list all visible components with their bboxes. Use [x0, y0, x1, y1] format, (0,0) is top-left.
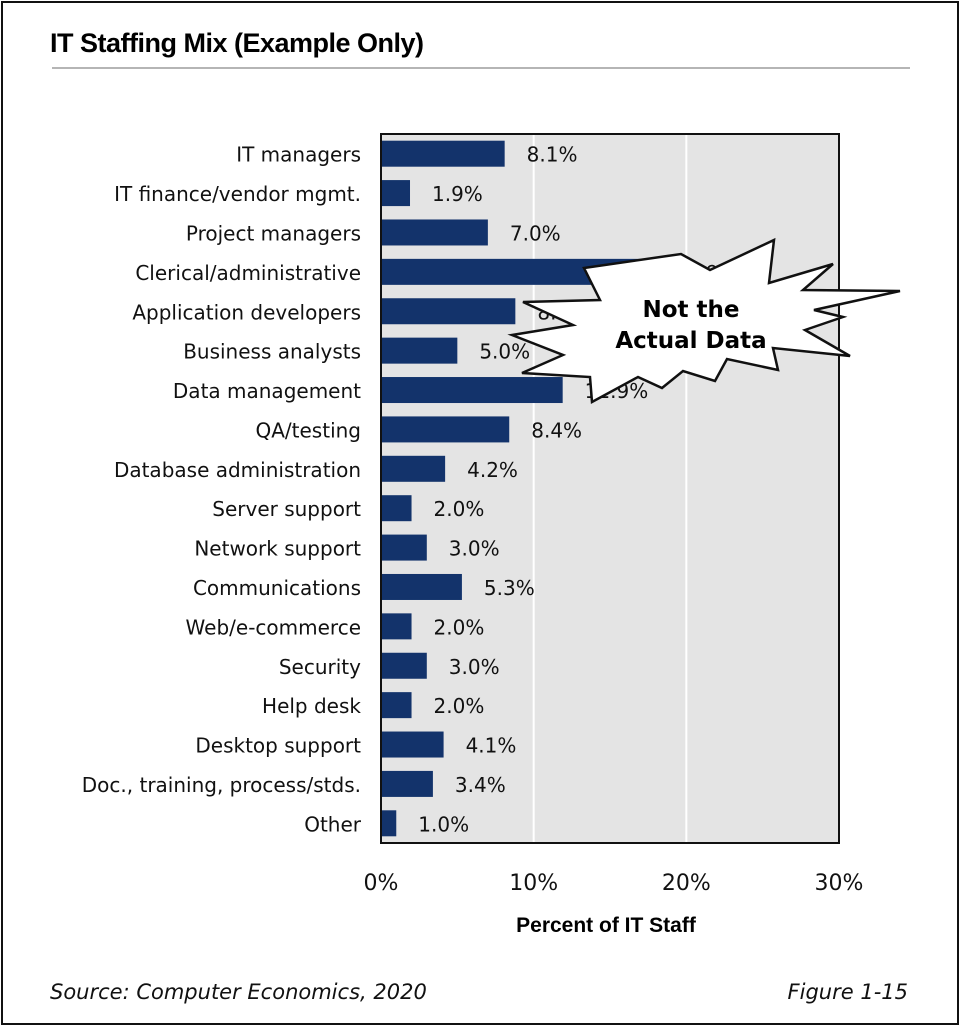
starburst-shape: [507, 237, 901, 405]
annotation-text: Actual Data: [615, 328, 766, 354]
bar: [381, 140, 505, 167]
category-label: IT managers: [236, 143, 361, 167]
category-label: Business analysts: [183, 340, 361, 364]
annotation-text: Not the: [642, 297, 739, 323]
data-label: 2.0%: [434, 615, 485, 639]
category-label: Server support: [212, 497, 361, 521]
data-label: 2.0%: [434, 694, 485, 718]
bar: [381, 731, 444, 758]
category-label: Communications: [193, 576, 361, 600]
bar: [381, 219, 488, 246]
figure-number: Figure 1-15: [787, 980, 908, 1004]
bar: [381, 770, 433, 797]
bar: [381, 298, 516, 325]
data-label: 4.2%: [467, 458, 518, 482]
category-label: Network support: [194, 537, 361, 561]
bar: [381, 810, 397, 837]
category-label: QA/testing: [256, 418, 362, 442]
bar: [381, 613, 412, 640]
x-tick-label: 10%: [509, 871, 558, 896]
category-label: Database administration: [114, 458, 361, 482]
source-note: Source: Computer Economics, 2020: [50, 980, 427, 1004]
x-tick-label: 20%: [662, 871, 711, 896]
data-label: 3.0%: [449, 537, 500, 561]
bar: [381, 652, 427, 679]
x-tick-label: 0%: [364, 871, 399, 896]
category-label: Application developers: [132, 300, 361, 324]
bar: [381, 180, 411, 207]
category-label: Data management: [173, 379, 361, 403]
data-label: 8.1%: [527, 143, 578, 167]
bar: [381, 377, 563, 404]
bar: [381, 573, 462, 600]
category-label: Help desk: [262, 694, 361, 718]
data-label: 8.4%: [531, 418, 582, 442]
category-label: Project managers: [186, 221, 361, 245]
category-label: Other: [304, 812, 362, 836]
bar: [381, 416, 510, 443]
data-label: 5.0%: [479, 340, 530, 364]
bar: [381, 337, 458, 364]
category-label: Web/e-commerce: [186, 615, 361, 639]
data-label: 1.9%: [432, 182, 483, 206]
title-divider: [52, 67, 910, 69]
bar: [381, 495, 412, 522]
category-label: Security: [279, 655, 361, 679]
data-label: 5.3%: [484, 576, 535, 600]
bar: [381, 692, 412, 719]
bar: [381, 455, 446, 482]
category-label: Doc., training, process/stds.: [82, 773, 361, 797]
data-label: 1.0%: [418, 812, 469, 836]
x-tick-label: 30%: [815, 871, 864, 896]
category-label: IT finance/vendor mgmt.: [114, 182, 361, 206]
data-label: 3.0%: [449, 655, 500, 679]
x-axis-label: Percent of IT Staff: [516, 914, 697, 937]
bar: [381, 534, 427, 561]
category-label: Desktop support: [195, 734, 361, 758]
data-label: 2.0%: [434, 497, 485, 521]
data-label: 4.1%: [466, 734, 517, 758]
plot-border: [380, 133, 840, 844]
data-label: 3.4%: [455, 773, 506, 797]
data-label: 7.0%: [510, 221, 561, 245]
starburst-annotation: Not the Actual Data: [507, 237, 901, 405]
category-label: Clerical/administrative: [135, 261, 361, 285]
chart-title: IT Staffing Mix (Example Only): [50, 28, 424, 58]
